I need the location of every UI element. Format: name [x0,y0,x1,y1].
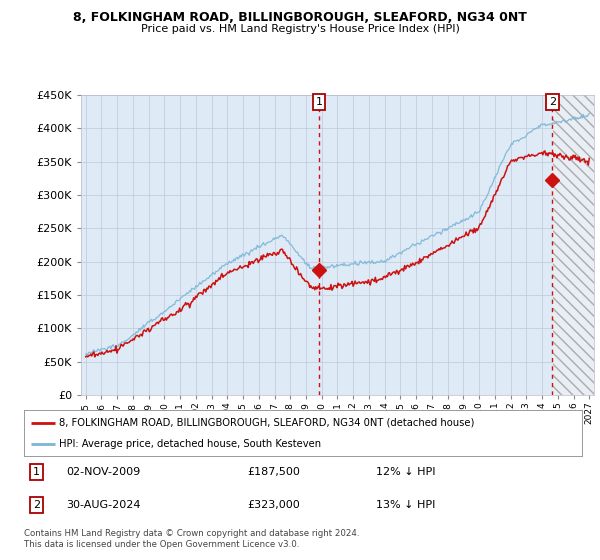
Text: 30-AUG-2024: 30-AUG-2024 [66,500,140,510]
Text: 8, FOLKINGHAM ROAD, BILLINGBOROUGH, SLEAFORD, NG34 0NT: 8, FOLKINGHAM ROAD, BILLINGBOROUGH, SLEA… [73,11,527,24]
Bar [553,95,597,395]
Text: 02-NOV-2009: 02-NOV-2009 [66,467,140,477]
Text: £323,000: £323,000 [247,500,300,510]
Text: Price paid vs. HM Land Registry's House Price Index (HPI): Price paid vs. HM Land Registry's House … [140,24,460,34]
Text: 1: 1 [33,467,40,477]
Text: £187,500: £187,500 [247,467,300,477]
Text: 12% ↓ HPI: 12% ↓ HPI [376,467,435,477]
Bar [553,95,594,395]
Text: 8, FOLKINGHAM ROAD, BILLINGBOROUGH, SLEAFORD, NG34 0NT (detached house): 8, FOLKINGHAM ROAD, BILLINGBOROUGH, SLEA… [59,418,474,428]
Text: HPI: Average price, detached house, South Kesteven: HPI: Average price, detached house, Sout… [59,439,321,449]
Text: Contains HM Land Registry data © Crown copyright and database right 2024.
This d: Contains HM Land Registry data © Crown c… [24,529,359,549]
Text: 2: 2 [549,97,556,107]
Text: 13% ↓ HPI: 13% ↓ HPI [376,500,435,510]
Text: 1: 1 [316,97,323,107]
Text: 2: 2 [33,500,40,510]
